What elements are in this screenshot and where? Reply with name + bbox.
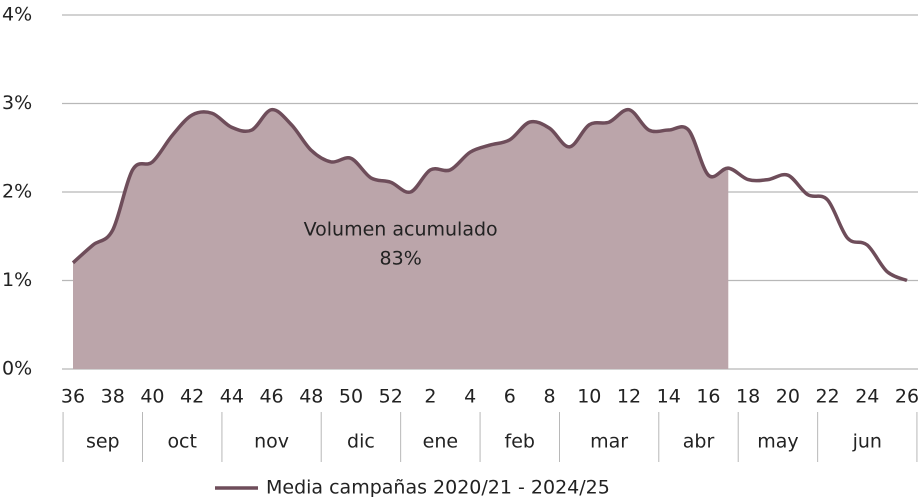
x-tick-label: 50 bbox=[339, 386, 363, 408]
month-label: nov bbox=[254, 431, 289, 453]
x-tick-label: 18 bbox=[736, 386, 760, 408]
x-tick-label: 4 bbox=[464, 386, 476, 408]
x-tick-label: 42 bbox=[180, 386, 204, 408]
x-tick-label: 12 bbox=[617, 386, 641, 408]
x-tick-label: 24 bbox=[855, 386, 879, 408]
x-tick-label: 8 bbox=[544, 386, 556, 408]
y-tick-label: 3% bbox=[2, 92, 32, 114]
month-label: ene bbox=[423, 431, 458, 453]
x-tick-label: 38 bbox=[101, 386, 125, 408]
y-tick-label: 1% bbox=[2, 269, 32, 291]
month-label: feb bbox=[505, 431, 535, 453]
month-label: abr bbox=[683, 431, 715, 453]
x-tick-label: 22 bbox=[815, 386, 839, 408]
area bbox=[73, 109, 729, 369]
month-label: jun bbox=[852, 431, 882, 453]
annotation: 83% bbox=[380, 248, 422, 270]
annotation: Volumen acumulado bbox=[304, 219, 498, 241]
line bbox=[71, 107, 908, 283]
y-tick-label: 0% bbox=[2, 358, 32, 380]
month-label: mar bbox=[590, 431, 628, 453]
y-tick-label: 2% bbox=[2, 181, 32, 203]
x-tick-label: 26 bbox=[895, 386, 919, 408]
x-tick-label: 36 bbox=[61, 386, 85, 408]
x-tick-label: 52 bbox=[379, 386, 403, 408]
x-tick-label: 44 bbox=[220, 386, 244, 408]
legend-label: Media campañas 2020/21 - 2024/25 bbox=[266, 477, 610, 497]
x-tick-label: 46 bbox=[259, 386, 283, 408]
x-tick-label: 14 bbox=[657, 386, 681, 408]
month-label: may bbox=[757, 431, 798, 453]
x-tick-label: 48 bbox=[299, 386, 323, 408]
x-tick-label: 16 bbox=[696, 386, 720, 408]
x-tick-label: 20 bbox=[776, 386, 800, 408]
month-label: dic bbox=[347, 431, 375, 453]
y-tick-label: 4% bbox=[2, 4, 32, 26]
month-label: oct bbox=[167, 431, 197, 453]
month-label: sep bbox=[86, 431, 120, 453]
x-tick-label: 10 bbox=[577, 386, 601, 408]
x-tick-label: 40 bbox=[140, 386, 164, 408]
x-tick-label: 6 bbox=[504, 386, 516, 408]
x-tick-label: 2 bbox=[424, 386, 436, 408]
